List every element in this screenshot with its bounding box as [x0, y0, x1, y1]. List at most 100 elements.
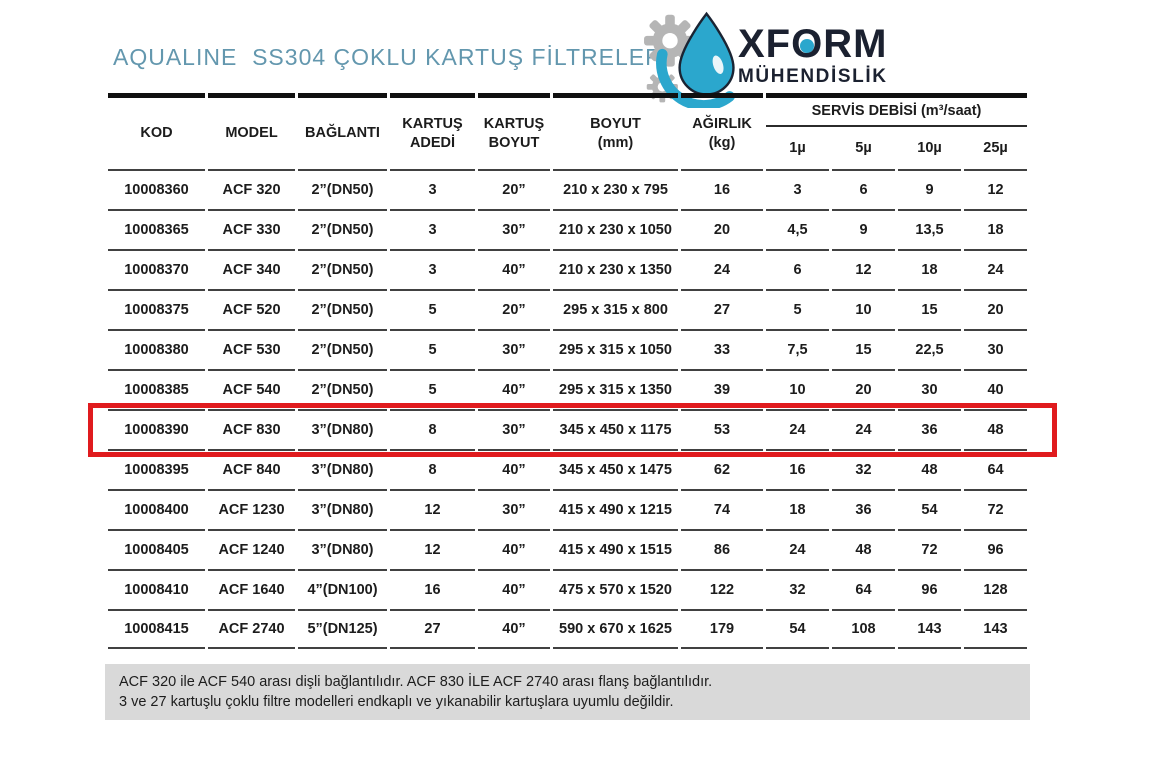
col-header-boyut: BOYUT (mm) — [553, 93, 678, 169]
cell-agirlik: 62 — [681, 449, 763, 489]
cell-debisi-25u: 20 — [964, 289, 1028, 329]
cell-agirlik: 16 — [681, 169, 763, 209]
cell-debisi-25u: 12 — [964, 169, 1028, 209]
cell-kod: 10008370 — [108, 249, 205, 289]
footer-note: ACF 320 ile ACF 540 arası dişli bağlantı… — [105, 664, 1030, 720]
header-row-sub: 1µ 5µ 10µ 25µ — [108, 127, 1027, 169]
col-header-kartus-boyut: KARTUŞ BOYUT — [478, 93, 550, 169]
cell-baglanti: 2”(DN50) — [298, 249, 387, 289]
cell-kartus-adedi: 3 — [390, 209, 475, 249]
logo-subtitle: MÜHENDİSLİK — [738, 66, 888, 87]
cell-debisi-5u: 32 — [832, 449, 895, 489]
table-row: 10008385 ACF 540 2”(DN50) 5 40” 295 x 31… — [108, 369, 1028, 409]
table-row: 10008360 ACF 320 2”(DN50) 3 20” 210 x 23… — [108, 169, 1028, 209]
cell-kartus-adedi: 16 — [390, 569, 475, 609]
cell-kartus-adedi: 12 — [390, 489, 475, 529]
col-header-baglanti: BAĞLANTI — [298, 93, 387, 169]
cell-debisi-5u: 64 — [832, 569, 895, 609]
cell-boyut: 590 x 670 x 1625 — [553, 609, 678, 649]
cell-kartus-adedi: 3 — [390, 169, 475, 209]
cell-model: ACF 1640 — [208, 569, 295, 609]
cell-boyut: 295 x 315 x 800 — [553, 289, 678, 329]
table-row: 10008395 ACF 840 3”(DN80) 8 40” 345 x 45… — [108, 449, 1028, 489]
col-header-kod: KOD — [108, 93, 205, 169]
cell-model: ACF 840 — [208, 449, 295, 489]
cell-kartus-boyut: 20” — [478, 169, 550, 209]
cell-kod: 10008400 — [108, 489, 205, 529]
cell-debisi-1u: 32 — [766, 569, 829, 609]
cell-kartus-boyut: 40” — [478, 529, 550, 569]
cell-debisi-25u: 64 — [964, 449, 1028, 489]
cell-kartus-boyut: 30” — [478, 209, 550, 249]
cell-debisi-25u: 48 — [964, 409, 1028, 449]
cell-debisi-10u: 30 — [898, 369, 961, 409]
cell-kartus-boyut: 20” — [478, 289, 550, 329]
cell-debisi-1u: 54 — [766, 609, 829, 649]
cell-debisi-1u: 10 — [766, 369, 829, 409]
cell-debisi-1u: 5 — [766, 289, 829, 329]
cell-debisi-10u: 13,5 — [898, 209, 961, 249]
cell-debisi-1u: 18 — [766, 489, 829, 529]
cell-baglanti: 3”(DN80) — [298, 529, 387, 569]
cell-debisi-5u: 10 — [832, 289, 895, 329]
cell-kod: 10008395 — [108, 449, 205, 489]
cell-debisi-5u: 24 — [832, 409, 895, 449]
table-row: 10008380 ACF 530 2”(DN50) 5 30” 295 x 31… — [108, 329, 1028, 369]
cell-debisi-10u: 72 — [898, 529, 961, 569]
col-header-servis-debisi: SERVİS DEBİSİ (m³/saat) — [766, 93, 1028, 127]
cell-kod: 10008405 — [108, 529, 205, 569]
cell-agirlik: 24 — [681, 249, 763, 289]
cell-boyut: 475 x 570 x 1520 — [553, 569, 678, 609]
cell-model: ACF 1230 — [208, 489, 295, 529]
cell-kod: 10008390 — [108, 409, 205, 449]
table-row: 10008405 ACF 1240 3”(DN80) 12 40” 415 x … — [108, 529, 1028, 569]
cell-baglanti: 3”(DN80) — [298, 449, 387, 489]
table-row: 10008410 ACF 1640 4”(DN100) 16 40” 475 x… — [108, 569, 1028, 609]
col-header-1u: 1µ — [789, 139, 806, 156]
col-header-10u: 10µ — [917, 139, 942, 156]
cell-baglanti: 2”(DN50) — [298, 289, 387, 329]
cell-agirlik: 27 — [681, 289, 763, 329]
cell-kod: 10008375 — [108, 289, 205, 329]
page-title: AQUALINE SS304 ÇOKLU KARTUŞ FİLTRELER — [113, 44, 663, 70]
cell-kartus-boyut: 30” — [478, 329, 550, 369]
cell-debisi-5u: 36 — [832, 489, 895, 529]
cell-debisi-10u: 36 — [898, 409, 961, 449]
header-row-main: KOD MODEL BAĞLANTI KARTUŞ ADEDİ KARTUŞ B… — [108, 93, 1028, 151]
cell-kartus-adedi: 8 — [390, 449, 475, 489]
cell-debisi-25u: 18 — [964, 209, 1028, 249]
cell-agirlik: 86 — [681, 529, 763, 569]
cell-kartus-adedi: 8 — [390, 409, 475, 449]
cell-debisi-10u: 9 — [898, 169, 961, 209]
cell-baglanti: 2”(DN50) — [298, 369, 387, 409]
table-row: 10008400 ACF 1230 3”(DN80) 12 30” 415 x … — [108, 489, 1028, 529]
cell-baglanti: 3”(DN80) — [298, 489, 387, 529]
spec-table-container: KOD MODEL BAĞLANTI KARTUŞ ADEDİ KARTUŞ B… — [88, 93, 1057, 649]
cell-debisi-5u: 15 — [832, 329, 895, 369]
logo-name: XFORM — [738, 22, 888, 66]
cell-agirlik: 122 — [681, 569, 763, 609]
cell-debisi-1u: 7,5 — [766, 329, 829, 369]
col-header-25u: 25µ — [983, 139, 1008, 156]
cell-debisi-5u: 108 — [832, 609, 895, 649]
cell-boyut: 295 x 315 x 1050 — [553, 329, 678, 369]
table-row: 10008375 ACF 520 2”(DN50) 5 20” 295 x 31… — [108, 289, 1028, 329]
cell-debisi-10u: 54 — [898, 489, 961, 529]
cell-kartus-adedi: 5 — [390, 329, 475, 369]
cell-kartus-boyut: 40” — [478, 369, 550, 409]
cell-kartus-boyut: 40” — [478, 449, 550, 489]
cell-debisi-1u: 4,5 — [766, 209, 829, 249]
cell-agirlik: 33 — [681, 329, 763, 369]
cell-debisi-1u: 24 — [766, 529, 829, 569]
cell-debisi-25u: 143 — [964, 609, 1028, 649]
col-header-model: MODEL — [208, 93, 295, 169]
cell-debisi-10u: 18 — [898, 249, 961, 289]
cell-model: ACF 540 — [208, 369, 295, 409]
cell-debisi-10u: 15 — [898, 289, 961, 329]
cell-model: ACF 520 — [208, 289, 295, 329]
cell-agirlik: 74 — [681, 489, 763, 529]
cell-kod: 10008385 — [108, 369, 205, 409]
spec-table: KOD MODEL BAĞLANTI KARTUŞ ADEDİ KARTUŞ B… — [105, 93, 1030, 649]
cell-kod: 10008365 — [108, 209, 205, 249]
cell-kartus-boyut: 30” — [478, 409, 550, 449]
